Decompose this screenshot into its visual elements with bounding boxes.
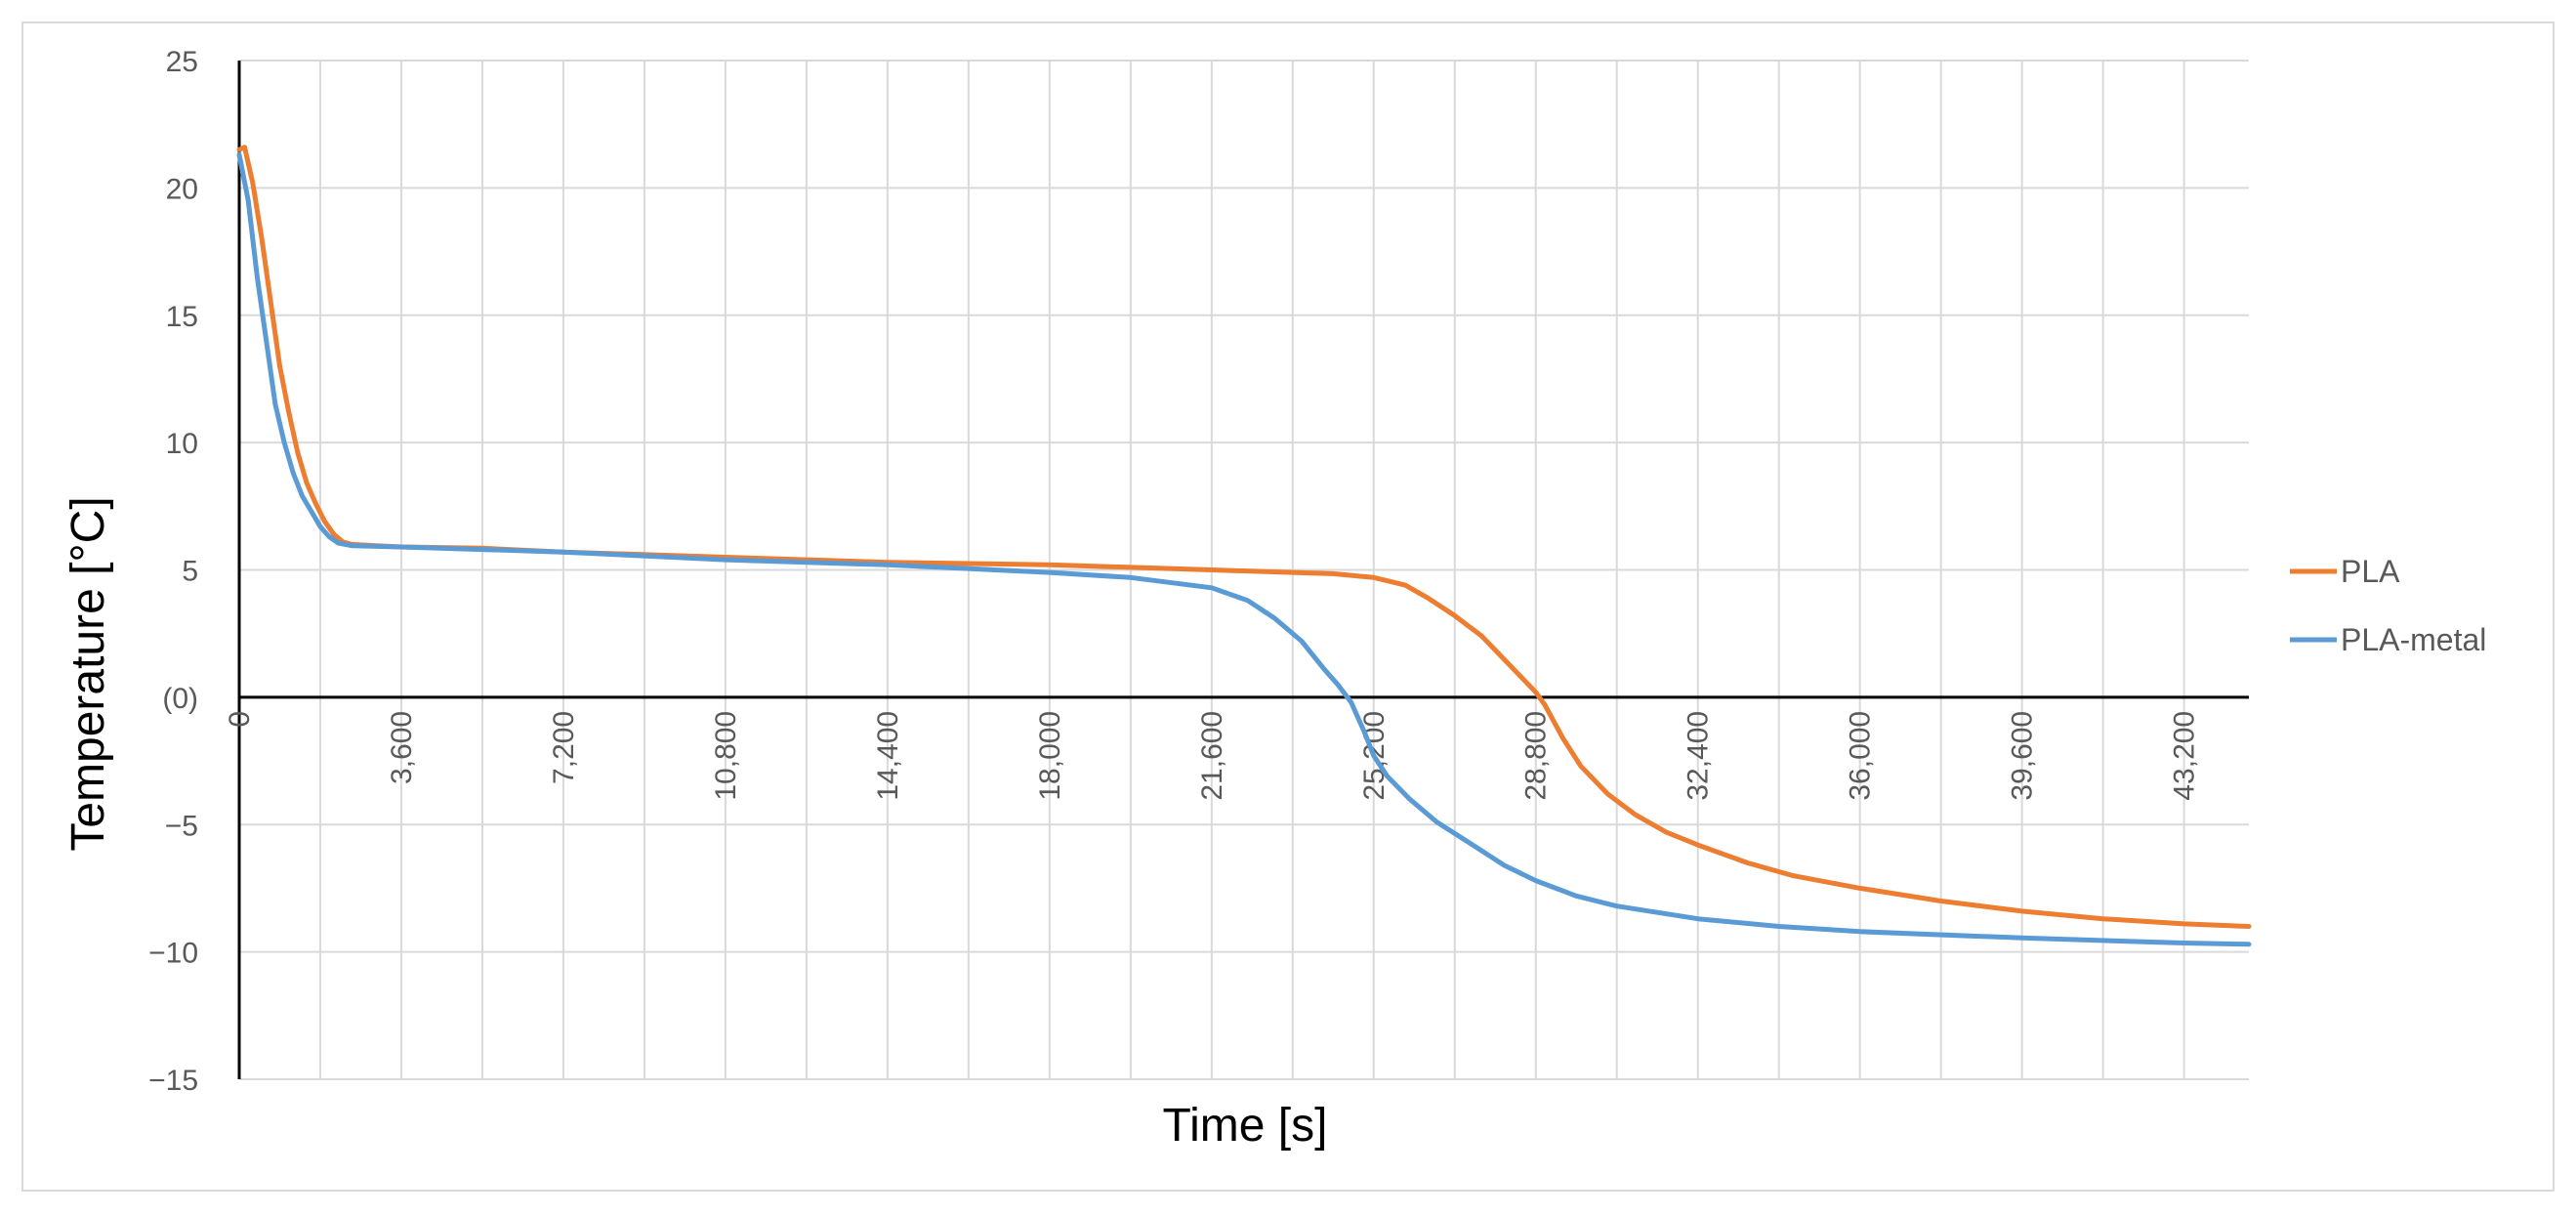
y-tick-label: 20 bbox=[166, 173, 198, 205]
y-tick-label: 25 bbox=[166, 46, 198, 78]
x-tick-label: 43,200 bbox=[2169, 711, 2201, 801]
y-tick-label: −15 bbox=[148, 1065, 198, 1097]
x-tick-label: 0 bbox=[224, 711, 256, 728]
x-tick-label: 7,200 bbox=[548, 711, 580, 784]
x-tick-label: 10,800 bbox=[710, 711, 742, 801]
series-lines bbox=[236, 145, 2252, 947]
axes bbox=[237, 61, 2249, 1079]
x-tick-label: 36,000 bbox=[1845, 711, 1877, 801]
chart-frame bbox=[21, 21, 2555, 1192]
x-tick-labels: 0 3,600 7,200 10,800 14,400 18,000 21,600 25,20… bbox=[224, 711, 2201, 801]
x-tick-label: 18,000 bbox=[1034, 711, 1066, 801]
series-line-pla-metal bbox=[236, 152, 2252, 947]
x-tick-label: 21,600 bbox=[1196, 711, 1228, 801]
y-axis-title: Temperature [°C] bbox=[62, 496, 114, 851]
y-tick-label: −5 bbox=[165, 810, 198, 842]
x-tick-label: 39,600 bbox=[2007, 711, 2039, 801]
legend-label: PLA-metal bbox=[2341, 622, 2486, 657]
x-tick-label: 32,400 bbox=[1683, 711, 1715, 801]
gridlines bbox=[239, 60, 2249, 1080]
y-tick-label: 15 bbox=[166, 301, 198, 333]
x-tick-label: 3,600 bbox=[386, 711, 418, 784]
y-tick-label: −10 bbox=[148, 938, 198, 970]
legend: PLA PLA-metal bbox=[2290, 554, 2486, 657]
y-tick-label: 5 bbox=[182, 556, 198, 588]
y-tick-label: (0) bbox=[162, 683, 198, 715]
x-tick-label: 14,400 bbox=[872, 711, 904, 801]
y-tick-label: 10 bbox=[166, 428, 198, 460]
x-axis-title: Time [s] bbox=[1163, 1100, 1328, 1152]
series-line-pla bbox=[236, 145, 2252, 929]
y-tick-labels: 25 20 15 10 5 (0) −5 −10 −15 bbox=[148, 46, 198, 1097]
legend-label: PLA bbox=[2341, 554, 2400, 589]
x-tick-label: 28,800 bbox=[1520, 711, 1553, 801]
